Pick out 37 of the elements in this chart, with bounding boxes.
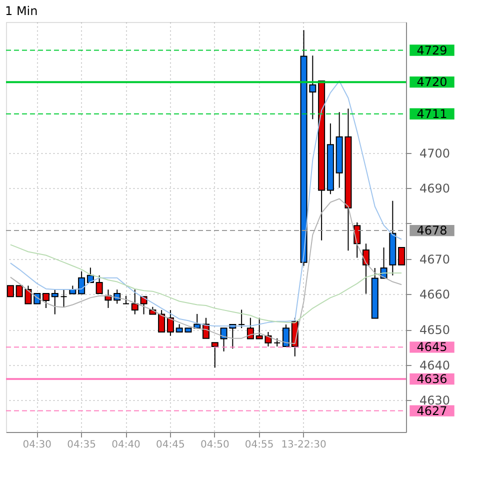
candlestick [398,247,406,266]
x-tick-label: 04:45 [156,440,185,450]
x-tick-label: 04:40 [112,440,140,450]
candlestick [51,289,58,315]
candlestick [60,289,68,308]
x-tick-label: 04:50 [200,440,230,450]
y-tick-label: 4660 [420,288,450,302]
ref-line-label: 4720 [416,75,448,90]
ref-line-label: 4729 [416,43,448,58]
candlestick [96,274,103,294]
chart-title: 1 Min [5,4,38,18]
candlestick [158,310,166,332]
candlestick [211,342,218,368]
candlestick [166,310,174,336]
ref-line-label: 4645 [416,340,448,354]
line-series [10,244,402,324]
ref-line-label: 4636 [416,372,448,386]
candlestick [238,309,246,329]
y-tick-label: 4670 [420,252,450,266]
x-tick-label: 13-22:30 [281,440,326,450]
y-tick-label: 4690 [420,182,450,196]
candlestick [78,271,86,294]
y-tick-label: 4700 [420,146,450,160]
ref-line-label: 4678 [416,224,448,238]
candlestick [42,292,50,308]
ref-line-label: 4711 [416,106,448,121]
x-tick-label: 04:30 [22,440,52,450]
candlestick [131,289,138,315]
candlestick [6,285,14,298]
ref-line-label: 4627 [416,404,448,418]
y-tick-label: 4650 [420,323,450,337]
candlestick [362,243,370,294]
y-tick-label: 4640 [420,358,450,372]
x-tick-label: 04:55 [244,440,274,450]
candlestick [282,324,290,347]
candlestick [246,317,254,340]
x-tick-label: 04:35 [67,440,96,450]
